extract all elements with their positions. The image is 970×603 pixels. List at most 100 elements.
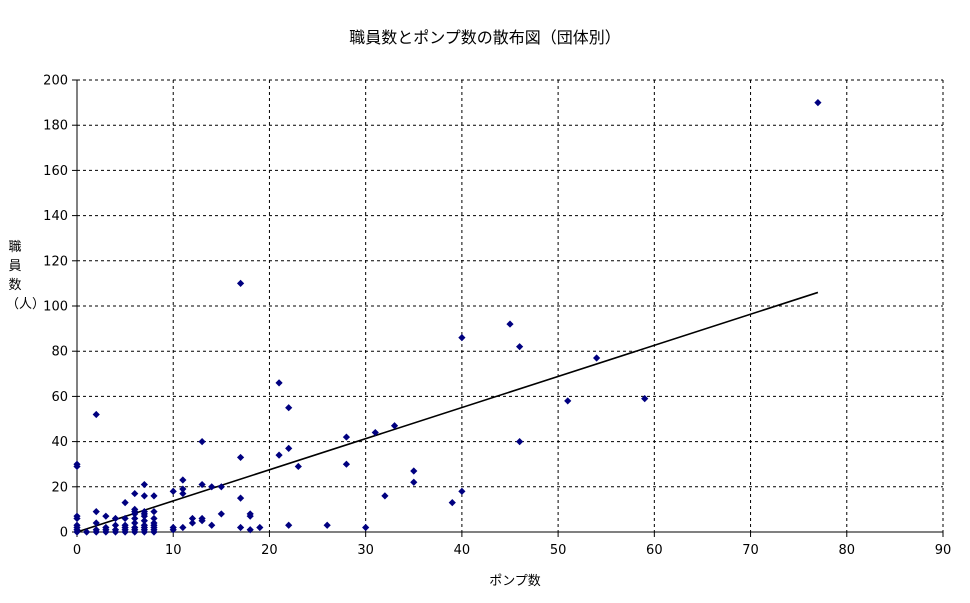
data-point-28 [131,489,139,498]
x-tick-label-40: 40 [454,543,471,558]
data-point-60 [179,489,187,498]
data-point-55 [169,487,177,495]
data-point-22 [121,499,129,507]
x-tick-label-90: 90 [935,543,952,558]
data-point-103 [641,395,649,403]
data-point-59 [179,485,187,493]
data-point-96 [458,334,466,342]
trendline-group [76,291,819,533]
data-point-101 [564,397,572,405]
y-tick-label-40: 40 [51,435,68,450]
data-point-97 [458,487,466,495]
y-tick-label-60: 60 [51,390,68,405]
x-axis-label: ポンプ数 [489,574,541,589]
data-point-100 [516,438,524,446]
data-point-57 [169,526,177,534]
data-point-27 [121,528,129,536]
data-point-3 [73,514,81,523]
data-point-90 [371,428,379,437]
x-tick-label-20: 20 [261,543,278,558]
data-point-69 [208,521,216,529]
data-point-19 [111,521,120,529]
data-point-83 [285,444,293,452]
data-point-104 [814,99,822,107]
data-point-72 [236,279,245,287]
data-point-87 [342,433,351,441]
data-point-70 [217,483,225,491]
data-point-33 [131,519,139,527]
data-point-63 [188,519,197,527]
grid-lines [77,79,944,532]
data-point-95 [448,499,456,507]
data-point-21 [111,528,120,536]
data-point-64 [198,438,206,446]
data-point-91 [381,492,389,500]
data-point-46 [140,528,148,536]
data-point-38 [140,492,148,500]
data-point-54 [150,528,158,536]
x-tick-label-10: 10 [165,543,182,558]
x-tick-label-0: 0 [73,543,81,558]
data-point-102 [593,354,601,362]
data-point-10 [92,410,100,419]
data-points [73,99,822,536]
x-tick-label-80: 80 [839,543,856,558]
data-point-12 [92,519,100,527]
data-point-88 [342,460,351,468]
data-point-78 [246,526,254,534]
y-tick-label-200: 200 [43,74,68,89]
data-point-1 [73,460,81,468]
chart-title: 職員数とポンプ数の散布図（団体別） [349,28,621,47]
data-point-58 [179,476,187,484]
data-point-41 [140,512,148,520]
data-point-7 [73,528,81,536]
y-tick-label-100: 100 [43,300,68,315]
data-point-75 [236,523,245,532]
data-point-37 [140,480,148,489]
data-point-99 [516,343,524,351]
data-point-93 [410,467,418,475]
x-tick-label-30: 30 [357,543,374,558]
data-point-94 [410,478,418,486]
y-tick-label-140: 140 [43,209,68,224]
data-point-68 [208,483,216,491]
data-point-17 [102,528,110,536]
data-point-23 [121,514,129,523]
data-point-31 [131,510,139,518]
data-point-13 [92,526,100,534]
data-point-77 [246,512,254,520]
y-tick-label-160: 160 [43,164,68,179]
data-point-89 [362,523,370,532]
data-point-47 [150,492,158,500]
data-point-81 [275,451,283,459]
y-tick-label-80: 80 [51,345,68,360]
data-point-80 [275,379,283,387]
data-point-65 [198,480,206,489]
data-point-67 [198,517,206,525]
data-point-36 [131,528,139,536]
data-point-85 [294,462,302,471]
data-point-49 [150,514,158,523]
x-tick-label-70: 70 [742,543,759,558]
data-point-61 [179,523,187,532]
data-point-79 [256,523,264,532]
data-point-86 [323,521,331,529]
y-tick-label-0: 0 [60,526,68,541]
data-point-84 [285,521,293,529]
data-point-98 [506,320,514,328]
data-point-71 [217,510,225,518]
y-tick-label-120: 120 [43,254,68,269]
data-point-42 [140,517,148,525]
data-point-32 [131,514,139,523]
y-tick-label-20: 20 [51,480,68,495]
data-point-74 [236,494,245,502]
data-point-82 [285,404,293,412]
data-point-8 [83,528,91,536]
data-point-11 [92,508,100,516]
x-tick-label-60: 60 [646,543,663,558]
trendline [76,291,819,533]
data-point-48 [150,508,158,516]
data-point-62 [188,514,197,523]
data-point-92 [390,422,399,430]
